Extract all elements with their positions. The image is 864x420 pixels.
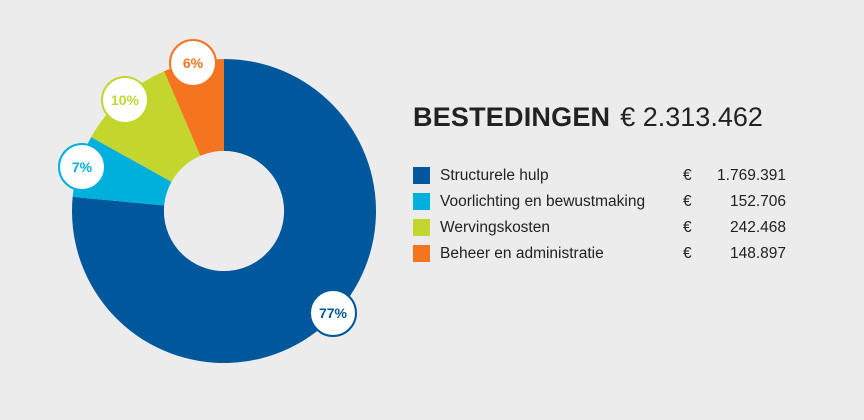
legend-label: Wervingskosten: [440, 219, 550, 236]
donut-slice: [91, 71, 201, 182]
percent-callout-circle: [309, 289, 357, 337]
percent-callout: 10%: [101, 76, 149, 124]
legend-swatch: [413, 193, 430, 210]
percent-callout-circle: [58, 143, 106, 191]
legend-swatch: [413, 219, 430, 236]
legend-amount: 148.897: [729, 245, 786, 262]
percent-callout-circle: [101, 76, 149, 124]
legend-currency: €: [683, 193, 692, 210]
donut-chart: 77% 7% 10% 6%: [58, 39, 376, 363]
percent-label: 77%: [319, 305, 348, 321]
legend-amount: 242.468: [729, 219, 786, 236]
legend-amount: 1.769.391: [717, 167, 786, 184]
percent-callout: 6%: [169, 39, 217, 87]
chart-title: BESTEDINGEN: [413, 102, 611, 132]
legend-currency: €: [683, 245, 692, 262]
legend-label: Beheer en administratie: [440, 245, 604, 262]
chart-total: € 2.313.462: [620, 102, 763, 132]
legend-swatch: [413, 167, 430, 184]
legend-item-wervingskosten: Wervingskosten € 242.468: [413, 219, 793, 245]
percent-callout: 77%: [309, 289, 357, 337]
legend-item-beheer: Beheer en administratie € 148.897: [413, 245, 793, 271]
donut-slice: [72, 59, 376, 363]
legend-currency: €: [683, 167, 692, 184]
legend-item-structurele-hulp: Structurele hulp € 1.769.391: [413, 167, 793, 193]
legend-label: Structurele hulp: [440, 167, 549, 184]
percent-label: 7%: [72, 159, 93, 175]
legend: Structurele hulp € 1.769.391 Voorlichtin…: [413, 167, 793, 271]
legend-swatch: [413, 245, 430, 262]
donut-slice: [164, 59, 224, 156]
legend-amount: 152.706: [729, 193, 786, 210]
percent-callout: 7%: [58, 143, 106, 191]
chart-heading: BESTEDINGEN € 2.313.462: [413, 104, 763, 131]
legend-item-voorlichting: Voorlichting en bewustmaking € 152.706: [413, 193, 793, 219]
percent-callout-circle: [169, 39, 217, 87]
percent-label: 10%: [111, 92, 140, 108]
legend-currency: €: [683, 219, 692, 236]
legend-label: Voorlichting en bewustmaking: [440, 193, 646, 210]
donut-hole: [164, 151, 284, 271]
percent-label: 6%: [183, 55, 204, 71]
